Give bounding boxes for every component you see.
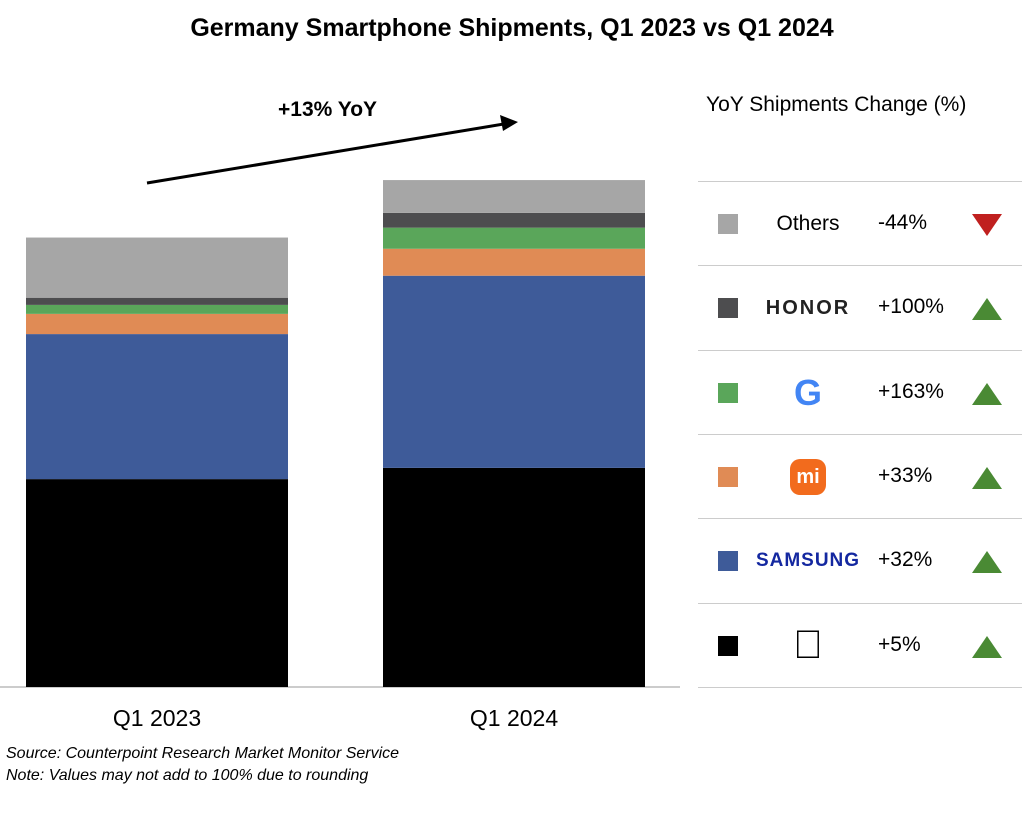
legend-swatch [718, 382, 738, 403]
brand-logo-honor: HONOR [765, 296, 851, 319]
bar-segment-google [26, 304, 288, 314]
yoy-change: +100% [878, 295, 944, 319]
brand-logo-apple:  [758, 604, 858, 688]
bar-segment-apple [383, 467, 645, 687]
yoy-change: +5% [878, 632, 921, 656]
bar-segment-xiaomi [26, 313, 288, 335]
bar-segment-xiaomi [383, 248, 645, 276]
legend-row-honor: HONOR +100% [698, 265, 1022, 350]
triangle-up-icon [972, 551, 1002, 574]
brand-logo-google: G [793, 371, 822, 413]
yoy-arrow-head [500, 115, 518, 131]
legend-row-google: G +163% [698, 349, 1022, 435]
brand-logo-xiaomi: mi [758, 435, 858, 519]
bar-segment-samsung [26, 334, 288, 480]
bar-segment-honor [26, 297, 288, 305]
yoy-change: +32% [878, 548, 933, 572]
triangle-up-icon [972, 298, 1002, 321]
brand-logo-samsung: SAMSUNG [755, 550, 861, 572]
triangle-up-icon [972, 382, 1002, 405]
legend-row-samsung: SAMSUNG +32% [698, 518, 1022, 603]
bar-segment-google [383, 227, 645, 249]
yoy-arrow-line [146, 121, 511, 185]
chart-title: Germany Smartphone Shipments, Q1 2023 vs… [190, 14, 834, 42]
legend-swatch [718, 214, 738, 234]
triangle-up-icon [972, 466, 1002, 489]
legend-swatch [718, 551, 738, 572]
legend-swatch [718, 635, 738, 656]
bar-segment-samsung [383, 275, 645, 468]
legend-swatch [718, 466, 738, 487]
legend-title: YoY Shipments Change (%) [706, 93, 967, 116]
bar-segment-others [26, 237, 288, 298]
legend-swatch [718, 298, 738, 319]
triangle-down-icon [972, 214, 1002, 236]
legend-divider [698, 687, 1022, 688]
legend-row-xiaomi: mi +33% [698, 433, 1022, 519]
bar-segment-others [383, 180, 645, 213]
x-tick-label: Q1 2023 [112, 705, 202, 731]
yoy-change: +163% [878, 379, 944, 403]
legend-row-others: Others -44% [698, 181, 1022, 266]
source-note: Source: Counterpoint Research Market Mon… [6, 745, 400, 762]
yoy-annotation: +13% YoY [278, 98, 378, 121]
yoy-change: -44% [878, 211, 928, 234]
bar-segment-apple [26, 479, 288, 687]
triangle-up-icon [972, 635, 1002, 658]
x-tick-label: Q1 2024 [469, 705, 559, 731]
legend-row-apple:  +5% [698, 602, 1022, 688]
yoy-change: +33% [878, 463, 933, 487]
bar-segment-honor [383, 212, 645, 228]
brand-logo-others: Others [776, 212, 840, 235]
rounding-note: Note: Values may not add to 100% due to … [6, 767, 369, 784]
